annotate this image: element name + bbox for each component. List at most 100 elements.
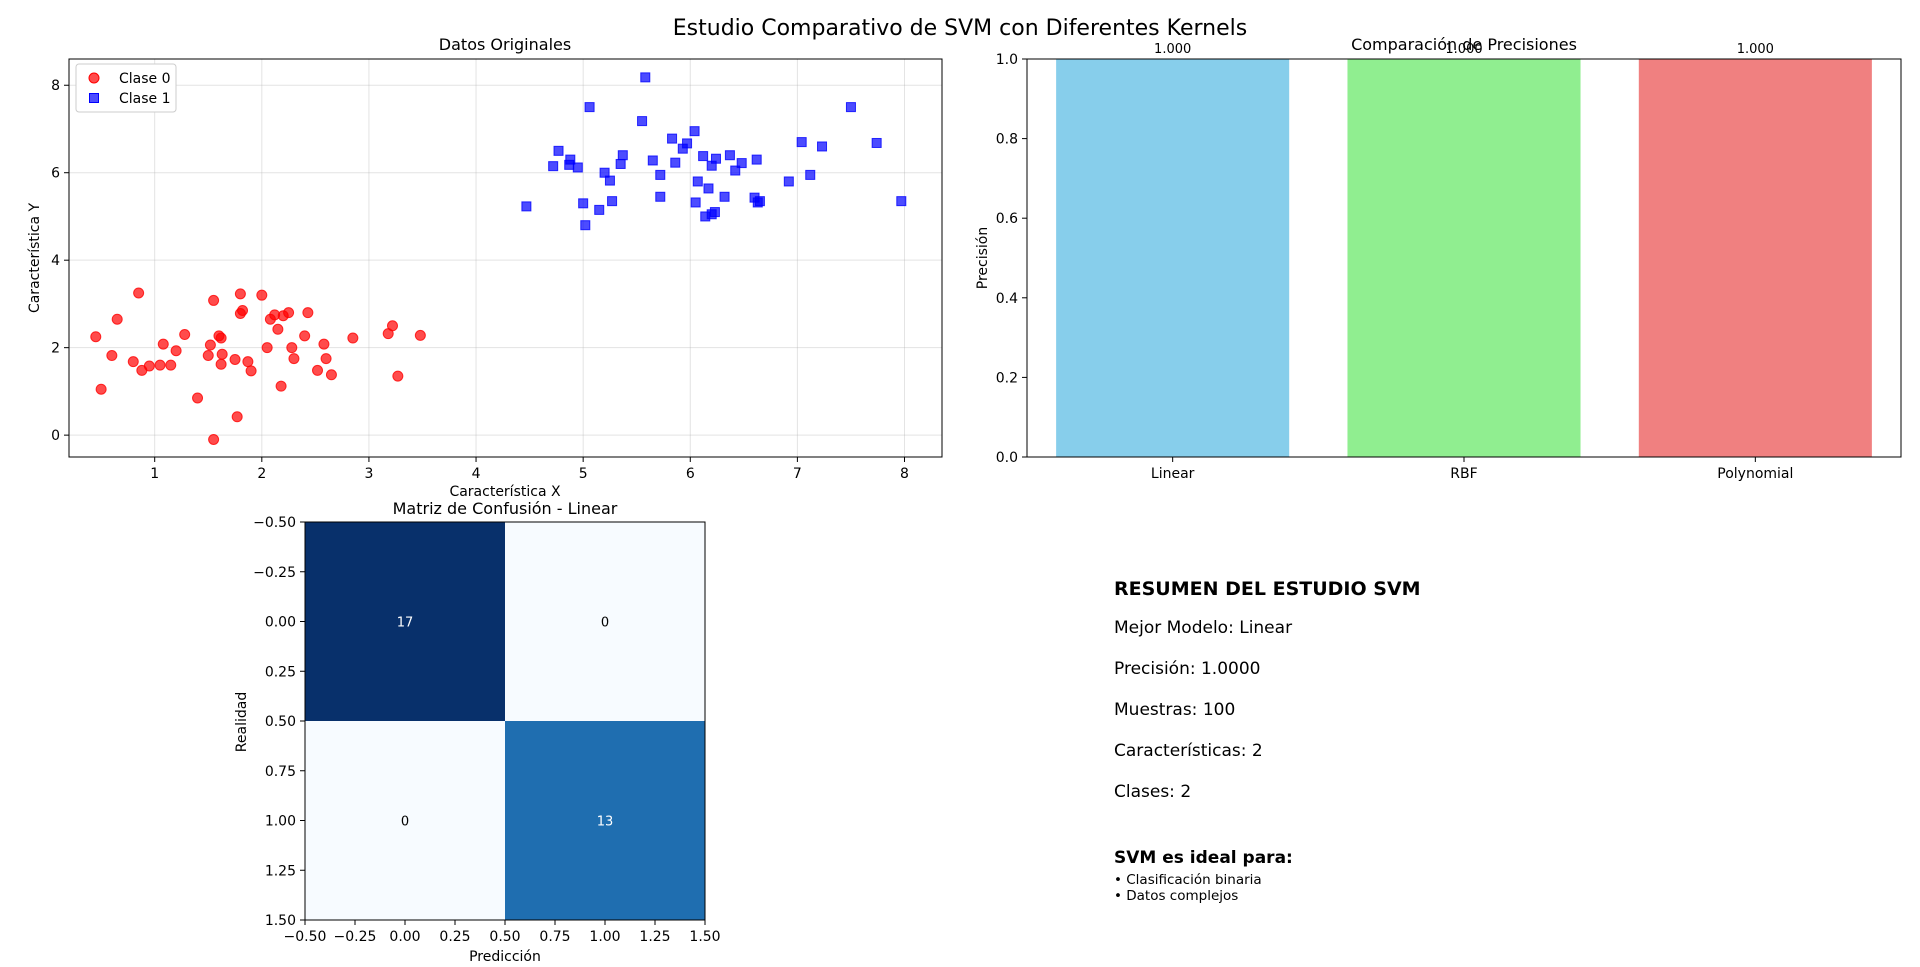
scatter-point-clase-0 [154, 359, 166, 371]
bar-chart: Comparación de Precisiones 1.000 1.000 1.0… [975, 35, 1902, 482]
scatter-point-clase-0 [234, 288, 246, 300]
scatter-point-clase-0 [261, 342, 273, 354]
scatter-point-clase-1 [604, 175, 615, 186]
scatter-point-clase-1 [751, 154, 762, 165]
summary-samples: Muestras: 100 [1114, 700, 1236, 720]
cm-y-label: Realidad [234, 692, 250, 752]
bar-value-label: 1.000 [1737, 42, 1774, 57]
scatter-point-clase-1 [709, 207, 720, 218]
bar-rbf [1347, 59, 1581, 457]
scatter-point-clase-0 [204, 339, 216, 351]
y-tick-label: 0.2 [996, 370, 1018, 386]
x-tick-label: 1.25 [639, 929, 670, 945]
scatter-point-clase-0 [165, 359, 177, 371]
y-tick-label: 0.25 [265, 664, 296, 680]
scatter-point-clase-0 [95, 383, 107, 395]
scatter-point-clase-1 [896, 196, 907, 207]
cm-cell [305, 522, 505, 721]
scatter-point-clase-1 [647, 155, 658, 166]
y-tick-label: 1.0 [996, 52, 1018, 68]
scatter-point-clase-0 [133, 287, 145, 299]
bar-category-label: RBF [1450, 466, 1477, 482]
scatter-point-clase-0 [320, 353, 332, 365]
scatter-point-clase-0 [237, 304, 249, 316]
scatter-point-clase-1 [736, 158, 747, 169]
scatter-point-clase-0 [215, 358, 227, 370]
summary-features: Características: 2 [1114, 741, 1263, 761]
scatter-point-clase-1 [655, 191, 666, 202]
scatter-point-clase-0 [312, 364, 324, 376]
summary-ideal-heading: SVM es ideal para: [1114, 848, 1293, 868]
scatter-point-clase-1 [690, 197, 701, 208]
scatter-point-clase-0 [170, 345, 182, 357]
y-tick-label: 2 [51, 341, 60, 357]
x-tick-label: −0.25 [334, 929, 377, 945]
scatter-point-clase-0 [208, 294, 220, 306]
y-tick-label: 1.50 [265, 913, 296, 929]
scatter-point-clase-1 [783, 176, 794, 187]
cm-cell [505, 522, 705, 721]
y-tick-label: 1.25 [265, 863, 296, 879]
scatter-point-clase-1 [689, 126, 700, 137]
scatter-y-label: Característica Y [27, 203, 43, 314]
scatter-point-clase-0 [325, 369, 337, 381]
scatter-frame [68, 58, 943, 458]
scatter-point-clase-1 [692, 176, 703, 187]
scatter-point-clase-1 [640, 72, 651, 83]
scatter-point-clase-0 [288, 353, 300, 365]
cm-cell [305, 721, 505, 920]
scatter-point-clase-0 [111, 313, 123, 325]
scatter-point-clase-0 [179, 329, 191, 341]
scatter-point-clase-1 [637, 116, 648, 127]
cm-x-label: Predicción [469, 949, 541, 965]
scatter-point-clase-1 [580, 220, 591, 231]
y-tick-label: 0.75 [265, 764, 296, 780]
y-tick-label: −0.50 [253, 515, 296, 531]
summary-precision: Precisión: 1.0000 [1114, 659, 1261, 679]
y-tick-label: 0.00 [265, 615, 296, 631]
y-tick-label: 0.50 [265, 714, 296, 730]
scatter-point-clase-1 [710, 153, 721, 164]
bar-polynomial [1638, 59, 1872, 457]
bar-title: Comparación de Precisiones [1351, 35, 1577, 54]
x-tick-label: 5 [579, 466, 588, 482]
y-tick-label: 0.0 [996, 450, 1018, 466]
scatter-point-clase-1 [682, 138, 693, 149]
x-tick-label: 0.00 [389, 929, 420, 945]
scatter-point-clase-0 [208, 434, 220, 446]
x-tick-label: 2 [257, 466, 266, 482]
scatter-point-clase-1 [871, 137, 882, 148]
scatter-points [90, 72, 907, 446]
x-tick-label: 1.00 [589, 929, 620, 945]
x-tick-label: 7 [793, 466, 802, 482]
scatter-point-clase-0 [106, 350, 118, 362]
scatter-point-clase-1 [521, 201, 532, 212]
x-tick-label: 6 [686, 466, 695, 482]
scatter-point-clase-0 [256, 289, 268, 301]
summary-best-model: Mejor Modelo: Linear [1114, 618, 1293, 638]
scatter-point-clase-0 [229, 353, 241, 365]
cm-cells: 17 0 0 13 [305, 522, 705, 920]
scatter-point-clase-1 [565, 154, 576, 165]
summary-panel: RESUMEN DEL ESTUDIO SVM Mejor Modelo: Li… [1114, 578, 1814, 904]
scatter-point-clase-1 [655, 169, 666, 180]
scatter-point-clase-0 [392, 370, 404, 382]
summary-bullet: • Clasificación binaria [1114, 872, 1262, 888]
scatter-point-clase-1 [584, 102, 595, 113]
bar-ticks: Linear RBF Polynomial 0.0 0.2 0.4 0.6 0.8 1.0 [996, 52, 1794, 482]
y-tick-label: 8 [51, 78, 60, 94]
scatter-point-clase-0 [143, 360, 155, 372]
scatter-point-clase-1 [724, 150, 735, 161]
scatter-point-clase-1 [754, 196, 765, 207]
y-tick-label: 0 [51, 428, 60, 444]
cm-cell [505, 721, 705, 920]
cm-cell-value: 0 [601, 616, 609, 631]
summary-classes: Clases: 2 [1114, 782, 1192, 802]
scatter-point-clase-1 [572, 162, 583, 173]
x-tick-label: 8 [900, 466, 909, 482]
scatter-point-clase-1 [703, 183, 714, 194]
scatter-point-clase-0 [157, 338, 169, 350]
bar-category-label: Linear [1151, 466, 1195, 482]
scatter-point-clase-0 [216, 348, 228, 360]
